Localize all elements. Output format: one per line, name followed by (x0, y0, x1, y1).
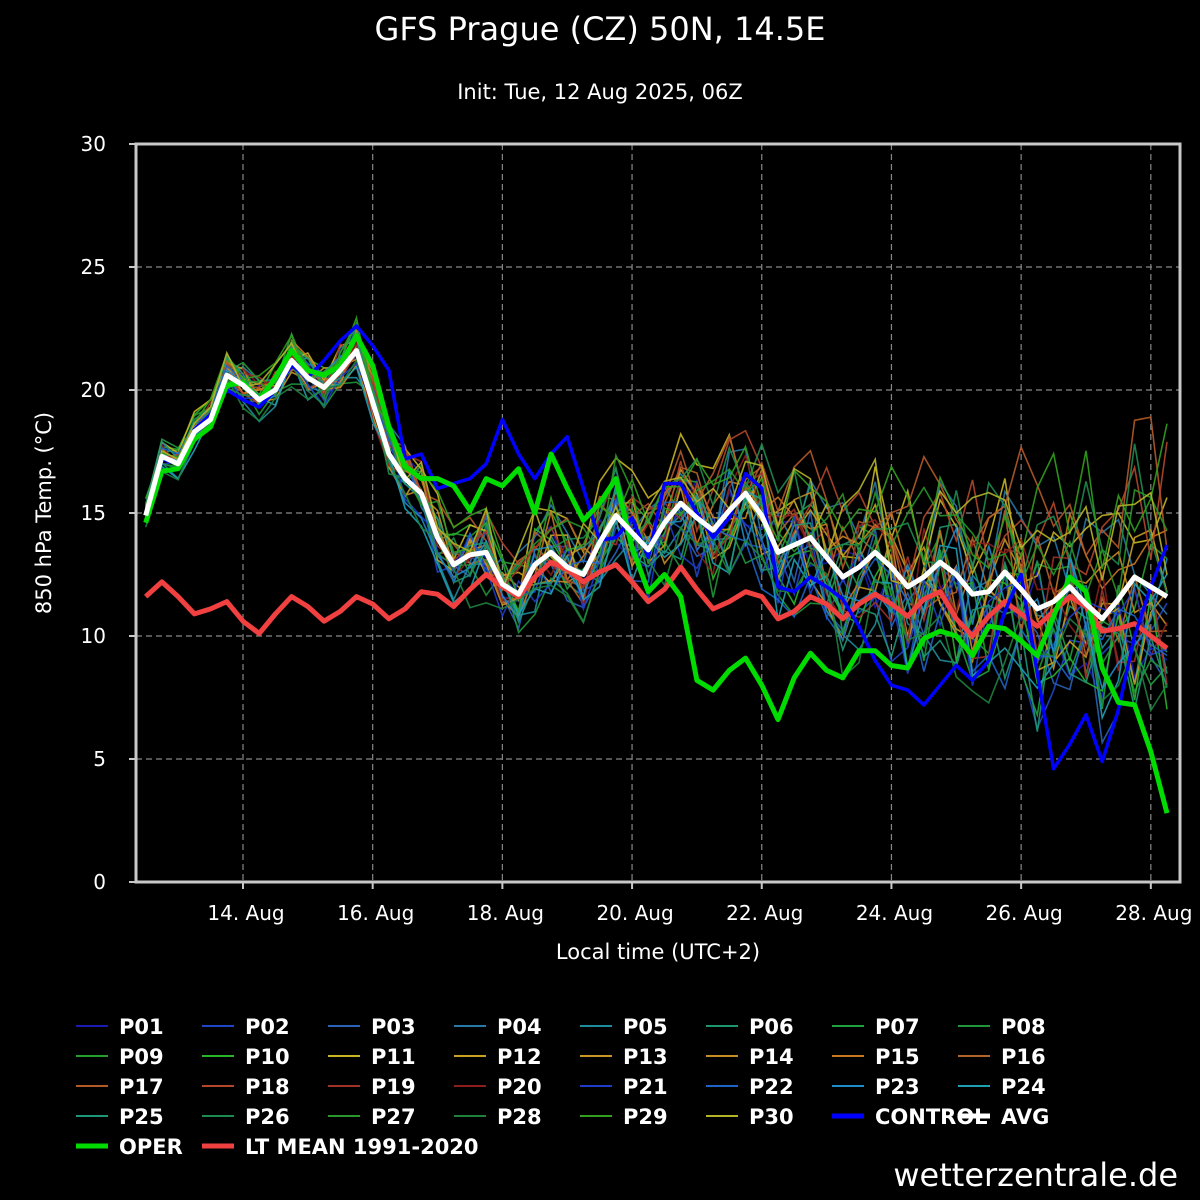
legend-label: P01 (119, 1015, 164, 1039)
legend-label: P29 (623, 1105, 668, 1129)
y-tick-label: 25 (81, 255, 106, 279)
series-line-p28 (144, 358, 1168, 713)
legend-label: OPER (119, 1135, 183, 1159)
legend-label: P18 (245, 1075, 290, 1099)
legend-label: P07 (875, 1015, 920, 1039)
y-tick-label: 15 (81, 501, 106, 525)
legend-label: P27 (371, 1105, 416, 1129)
series-line-p29 (144, 314, 1168, 599)
main-series-lines (143, 324, 1170, 814)
legend-label: P19 (371, 1075, 416, 1099)
legend-label: P22 (749, 1075, 794, 1099)
legend-label: P17 (119, 1075, 164, 1099)
series-line-p26 (144, 332, 1168, 595)
legend-label: P02 (245, 1015, 290, 1039)
legend-label: P25 (119, 1105, 164, 1129)
y-tick-label: 0 (93, 870, 106, 894)
x-tick-label: 20. Aug (596, 901, 673, 925)
legend-label: P05 (623, 1015, 668, 1039)
series-line-avg (143, 348, 1169, 622)
y-tick-label: 30 (81, 132, 106, 156)
legend-label: P14 (749, 1045, 794, 1069)
legend-label: P15 (875, 1045, 920, 1069)
legend-label: P20 (497, 1075, 542, 1099)
y-axis-label: 850 hPa Temp. (°C) (32, 412, 56, 614)
legend-label: AVG (1001, 1105, 1049, 1129)
legend-label: P16 (1001, 1045, 1046, 1069)
legend-label: P12 (497, 1045, 542, 1069)
legend-label: P10 (245, 1045, 290, 1069)
legend-label: P23 (875, 1075, 920, 1099)
legend: P01 P02 P03 P04 P05 P06 P07 P08 P09 P10 P11 P12 P13 P… (76, 1015, 1049, 1159)
series-line-control (144, 324, 1169, 771)
chart-title: GFS Prague (CZ) 50N, 14.5E (375, 10, 826, 48)
series-line-oper (143, 333, 1170, 814)
legend-label: P30 (749, 1105, 794, 1129)
x-axis-ticks: 14. Aug 16. Aug 18. Aug 20. Aug 22. Aug 24. A… (207, 882, 1192, 925)
legend-label: P21 (623, 1075, 668, 1099)
x-axis-label: Local time (UTC+2) (556, 940, 760, 964)
x-tick-label: 28. Aug (1115, 901, 1192, 925)
legend-label: P09 (119, 1045, 164, 1069)
y-tick-label: 10 (81, 624, 106, 648)
legend-label: P08 (1001, 1015, 1046, 1039)
y-tick-label: 20 (81, 378, 106, 402)
legend-label: P04 (497, 1015, 542, 1039)
x-tick-label: 18. Aug (467, 901, 544, 925)
legend-label: P24 (1001, 1075, 1046, 1099)
watermark: wetterzentrale.de (893, 1156, 1178, 1194)
legend-label: P06 (749, 1015, 794, 1039)
x-tick-label: 14. Aug (207, 901, 284, 925)
x-tick-label: 24. Aug (856, 901, 933, 925)
legend-label: P13 (623, 1045, 668, 1069)
y-tick-label: 5 (93, 747, 106, 771)
legend-label: P03 (371, 1015, 416, 1039)
y-axis-ticks: 0 5 10 15 20 25 30 (81, 132, 136, 894)
legend-label: P26 (245, 1105, 290, 1129)
legend-label: P28 (497, 1105, 542, 1129)
x-tick-label: 16. Aug (337, 901, 414, 925)
ensemble-lines (144, 314, 1168, 746)
series-line-lt-mean-1991-2020 (144, 559, 1169, 651)
x-tick-label: 22. Aug (726, 901, 803, 925)
legend-label: P11 (371, 1045, 416, 1069)
x-tick-label: 26. Aug (986, 901, 1063, 925)
chart-subtitle: Init: Tue, 12 Aug 2025, 06Z (457, 80, 743, 104)
legend-label: LT MEAN 1991-2020 (245, 1135, 479, 1159)
